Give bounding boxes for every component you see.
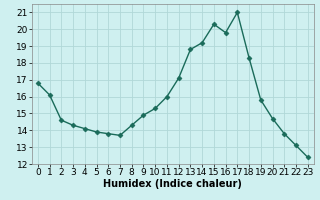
X-axis label: Humidex (Indice chaleur): Humidex (Indice chaleur)	[103, 179, 242, 189]
